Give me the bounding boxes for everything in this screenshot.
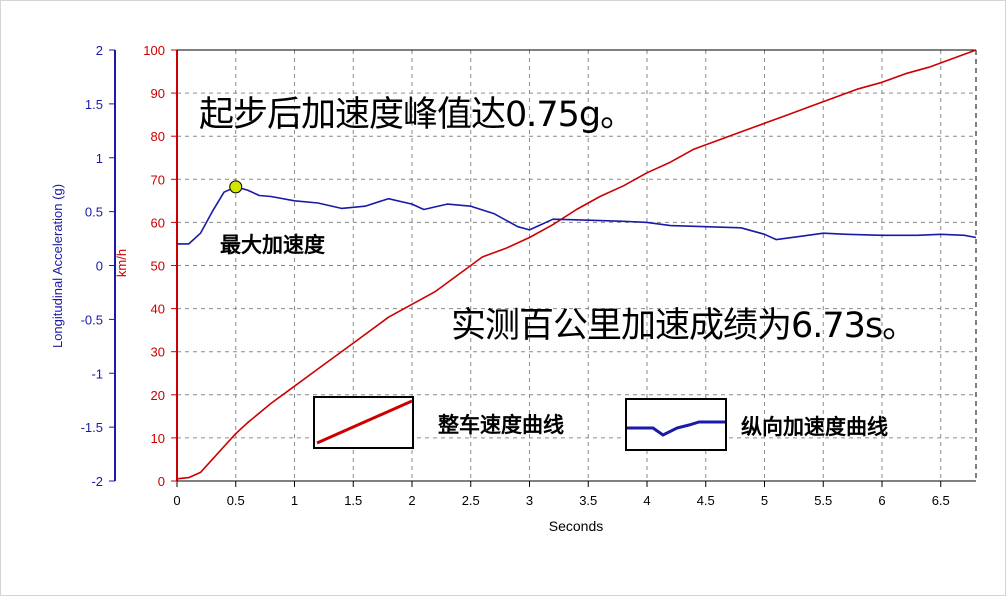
headline-annotation: 起步后加速度峰值达0.75g。	[199, 95, 635, 135]
x-tick-label: 3	[526, 493, 533, 508]
acceleration-curve	[177, 186, 977, 245]
accel-tick-label: 2	[96, 43, 103, 58]
left-y-axis-label: Longitudinal Acceleration (g)	[50, 184, 65, 348]
right-y-axis-label: km/h	[114, 249, 129, 277]
accel-tick-label: 0.5	[85, 205, 103, 220]
accel-tick-label: -1.5	[81, 420, 103, 435]
speed-tick-label: 50	[151, 259, 165, 274]
accel-tick-label: 1	[96, 151, 103, 166]
accel-tick-label: -0.5	[81, 312, 103, 327]
speed-tick-label: 70	[151, 172, 165, 187]
x-tick-label: 3.5	[579, 493, 597, 508]
speed-tick-label: 80	[151, 129, 165, 144]
accel-legend-line	[627, 420, 725, 437]
accel-tick-label: -1	[91, 366, 103, 381]
x-tick-label: 0	[173, 493, 180, 508]
peak-acceleration-label: 最大加速度	[220, 233, 325, 257]
accel-tick-label: -2	[91, 474, 103, 489]
speed-tick-label: 30	[151, 345, 165, 360]
accel-legend-swatch	[625, 398, 727, 451]
x-tick-label: 4.5	[697, 493, 715, 508]
speed-curve	[176, 49, 977, 480]
accel-legend-label: 纵向加速度曲线	[741, 415, 888, 439]
accel-tick-label: 0	[96, 259, 103, 274]
x-tick-label: 6.5	[932, 493, 950, 508]
x-tick-label: 1	[291, 493, 298, 508]
speed-tick-label: 90	[151, 86, 165, 101]
speed-tick-label: 20	[151, 388, 165, 403]
x-tick-label: 4	[643, 493, 650, 508]
speed-tick-label: 60	[151, 215, 165, 230]
x-tick-label: 2	[408, 493, 415, 508]
speed-tick-label: 10	[151, 431, 165, 446]
x-tick-label: 0.5	[227, 493, 245, 508]
speed-legend-swatch	[313, 396, 414, 449]
speed-tick-label: 100	[143, 43, 165, 58]
speed-tick-label: 40	[151, 302, 165, 317]
x-tick-label: 1.5	[344, 493, 362, 508]
peak-acceleration-marker	[229, 180, 243, 194]
x-tick-label: 5	[761, 493, 768, 508]
x-tick-label: 6	[878, 493, 885, 508]
speed-tick-label: 0	[158, 474, 165, 489]
speed-legend-line	[316, 399, 413, 445]
speed-legend-label: 整车速度曲线	[438, 413, 564, 437]
x-tick-label: 5.5	[814, 493, 832, 508]
x-axis-label: Seconds	[549, 518, 603, 534]
x-tick-label: 2.5	[462, 493, 480, 508]
result-annotation: 实测百公里加速成绩为6.73s。	[451, 306, 917, 346]
accel-tick-label: 1.5	[85, 97, 103, 112]
